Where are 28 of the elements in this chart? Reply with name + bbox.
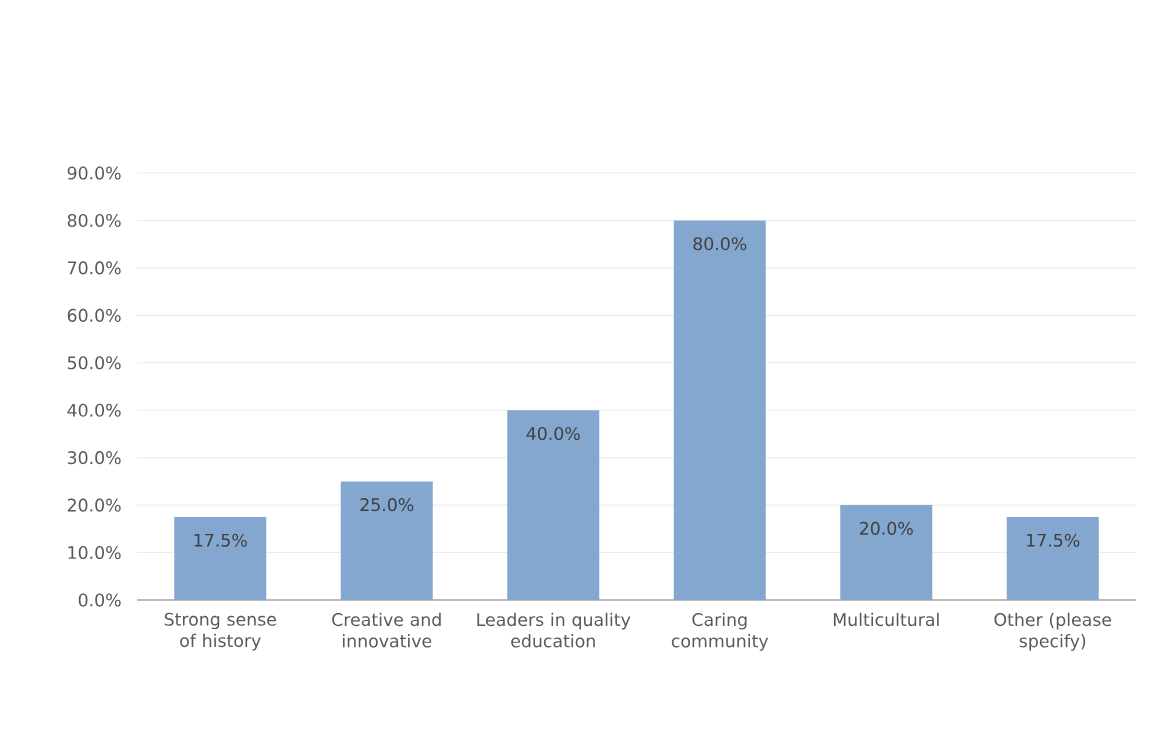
y-tick-label: 20.0%: [67, 498, 121, 512]
data-label: 80.0%: [693, 237, 747, 251]
bar: [1006, 516, 1099, 600]
data-label: 40.0%: [526, 426, 580, 441]
data-label: 20.0%: [860, 521, 913, 535]
y-tick-label: 40.0%: [67, 403, 121, 417]
bar: [340, 481, 433, 600]
bar: [840, 505, 933, 600]
data-label: 17.5%: [194, 533, 247, 547]
y-tick-label: 70.0%: [67, 261, 121, 275]
data-label: 25.0%: [360, 498, 414, 512]
y-tick-label: 90.0%: [67, 166, 121, 180]
y-tick-label: 50.0%: [67, 356, 121, 370]
x-tick-label: Creative and innovative: [332, 612, 441, 648]
x-tick-label: Other (please specify): [994, 612, 1112, 651]
x-tick-label: Leaders in quality education: [477, 612, 631, 648]
y-tick-label: 60.0%: [67, 308, 121, 322]
y-tick-label: 30.0%: [67, 451, 121, 465]
x-tick-label: Caring community: [671, 612, 769, 651]
x-tick-label: Multicultural: [833, 612, 939, 627]
y-tick-label: 0.0%: [78, 593, 121, 607]
bar: [673, 220, 766, 600]
bar: [174, 516, 267, 600]
bar: [507, 410, 600, 600]
y-tick-label: 10.0%: [68, 546, 121, 560]
x-tick-label: Strong sense of history: [164, 612, 276, 651]
data-label: 17.5%: [1027, 533, 1080, 547]
y-tick-label: 80.0%: [67, 213, 121, 228]
